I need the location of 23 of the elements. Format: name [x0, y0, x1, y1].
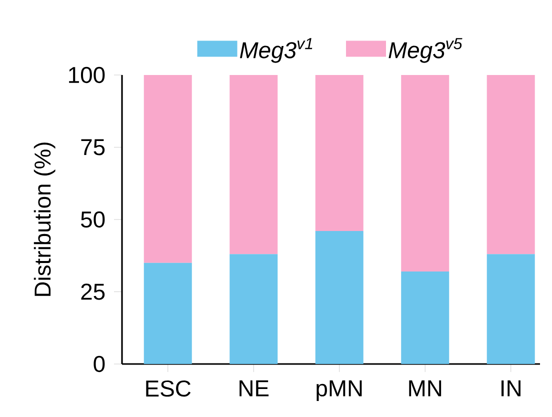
bar	[315, 231, 364, 364]
legend-label: Meg3$^{v1}$	[240, 38, 312, 63]
bar	[401, 74, 450, 272]
bar	[401, 272, 450, 364]
x-tick-label: IN	[502, 380, 520, 396]
x-tick-label: NE	[240, 380, 269, 396]
y-tick-label: 25	[81, 284, 105, 300]
bar	[315, 74, 364, 232]
legend-label: Meg3$^{v5}$	[388, 38, 462, 63]
x-tick-label: MN	[409, 380, 442, 396]
y-tick-label: 0	[94, 356, 105, 372]
bar	[486, 74, 535, 254]
y-tick-label: 100	[69, 66, 105, 84]
x-tick-label: pMN	[316, 380, 362, 401]
bar	[144, 262, 192, 364]
bar	[230, 74, 278, 254]
bar	[230, 254, 278, 364]
bar	[486, 254, 535, 364]
x-tick-label: ESC	[146, 380, 191, 397]
bar	[144, 74, 192, 263]
y-tick-label: 75	[81, 139, 105, 156]
y-tick-label: 50	[81, 211, 105, 228]
y-axis-title: Distribution (%)	[34, 142, 56, 296]
